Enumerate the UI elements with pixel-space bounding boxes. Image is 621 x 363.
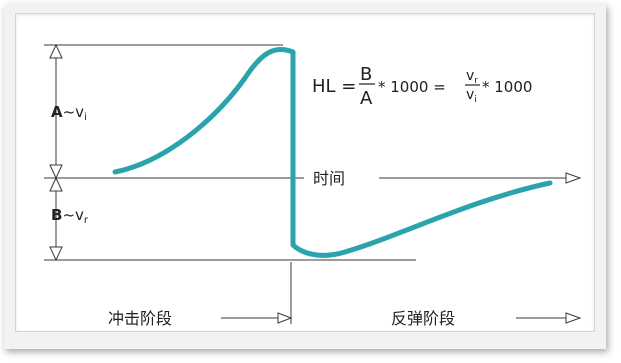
velocity-curve [112,46,553,258]
hardness-formula: HL = B A * 1000 = vr vi * 1000 [312,64,532,109]
a-dimension-arrow-bottom-icon [49,164,63,180]
b-velocity-label: B~vr [51,206,89,226]
a-dimension-arrow-top-icon [49,43,63,59]
formula-multiplier-2: * 1000 [482,78,532,96]
formula-denominator-a: A [360,88,373,109]
formula-multiplier-1: * 1000 = [378,78,446,96]
figure-panel [15,13,595,332]
b-dimension-arrow-top-icon [49,176,63,192]
a-velocity-label: A~vi [51,103,87,123]
impact-arrow-icon [277,312,293,324]
rebound-arrow-icon [565,312,582,324]
time-axis-label: 时间 [313,169,345,188]
time-axis-arrow-icon [565,172,582,184]
rebound-phase-label: 反弹阶段 [391,309,455,328]
b-dimension-arrow-bottom-icon [49,246,63,262]
formula-numerator-vr: vr [466,68,478,86]
formula-lhs: HL = [312,76,356,97]
formula-denominator-vi: vi [466,87,477,105]
formula-numerator-b: B [360,64,372,85]
impact-phase-label: 冲击阶段 [108,309,172,328]
